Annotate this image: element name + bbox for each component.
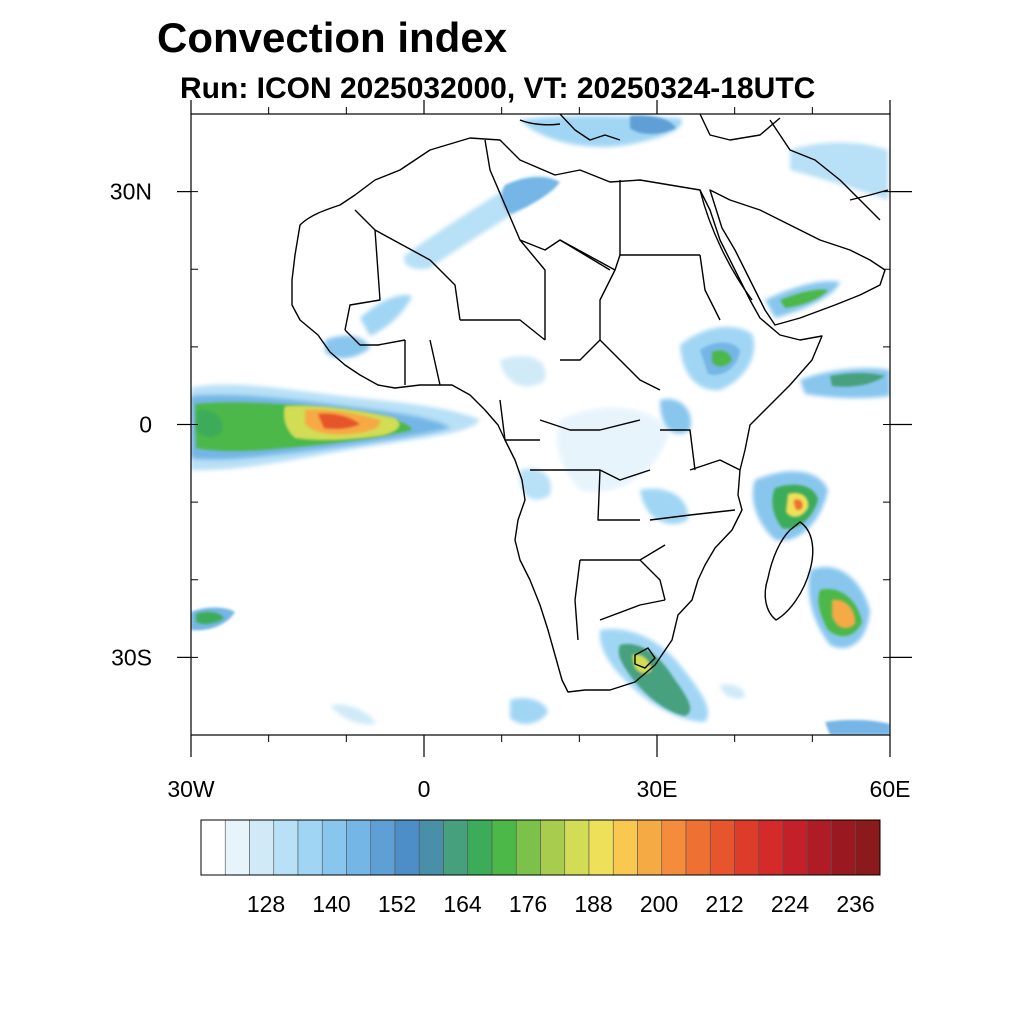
- colorbar-swatch: [321, 819, 347, 876]
- lon-tick-label: 30W: [167, 776, 215, 802]
- colorbar-swatch: [709, 819, 735, 876]
- colorbar-swatch: [491, 819, 517, 876]
- colorbar-swatch: [418, 819, 444, 876]
- colorbar-swatch: [588, 819, 614, 876]
- colorbar-label: 212: [705, 891, 743, 917]
- colorbar-swatch: [612, 819, 638, 876]
- colorbar-label: 188: [574, 891, 612, 917]
- colorbar-label: 176: [509, 891, 547, 917]
- chart-subtitle: Run: ICON 2025032000, VT: 20250324-18UTC: [180, 72, 816, 105]
- colorbar-swatch: [831, 819, 857, 876]
- coastlines-and-borders: [291, 114, 889, 693]
- colorbar-frame: [200, 819, 881, 876]
- colorbar-swatch: [806, 819, 832, 876]
- colorbar-label: 128: [247, 891, 285, 917]
- colorbar-swatch: [467, 819, 493, 876]
- colorbar: 128 140 152 164 176 188 200 212 224 236: [200, 819, 881, 917]
- colorbar-swatch: [734, 819, 760, 876]
- colorbar-swatch: [540, 819, 566, 876]
- lon-tick-label: 30E: [637, 776, 678, 802]
- colorbar-swatch: [758, 819, 784, 876]
- colorbar-label: 200: [640, 891, 678, 917]
- chart-title: Convection index: [157, 14, 508, 61]
- colorbar-swatch: [782, 819, 808, 876]
- lon-tick-label: 60E: [870, 776, 911, 802]
- colorbar-label: 140: [312, 891, 350, 917]
- colorbar-swatch: [346, 819, 372, 876]
- colorbar-label: 152: [378, 891, 416, 917]
- colorbar-swatch: [297, 819, 323, 876]
- colorbar-swatch: [370, 819, 396, 876]
- colorbar-swatch: [685, 819, 711, 876]
- colorbar-label: 224: [771, 891, 810, 917]
- colorbar-label: 236: [836, 891, 874, 917]
- lat-tick-label: 30N: [110, 179, 152, 205]
- lat-tick-label: 30S: [111, 644, 152, 670]
- lon-tick-label: 0: [418, 776, 431, 802]
- convection-field: [191, 115, 890, 735]
- map-axes: 30N 0 30S 30W 0 30E 60E: [110, 100, 912, 802]
- colorbar-swatch: [273, 819, 299, 876]
- lat-tick-label: 0: [139, 412, 152, 438]
- colorbar-swatch: [249, 819, 275, 876]
- colorbar-swatch: [661, 819, 687, 876]
- colorbar-label: 164: [443, 891, 482, 917]
- colorbar-swatch: [515, 819, 541, 876]
- colorbar-swatch: [443, 819, 469, 876]
- colorbar-swatch: [224, 819, 250, 876]
- colorbar-swatch: [855, 819, 881, 876]
- colorbar-swatch: [394, 819, 420, 876]
- colorbar-swatch: [564, 819, 590, 876]
- colorbar-swatch: [200, 819, 226, 876]
- colorbar-swatch: [637, 819, 663, 876]
